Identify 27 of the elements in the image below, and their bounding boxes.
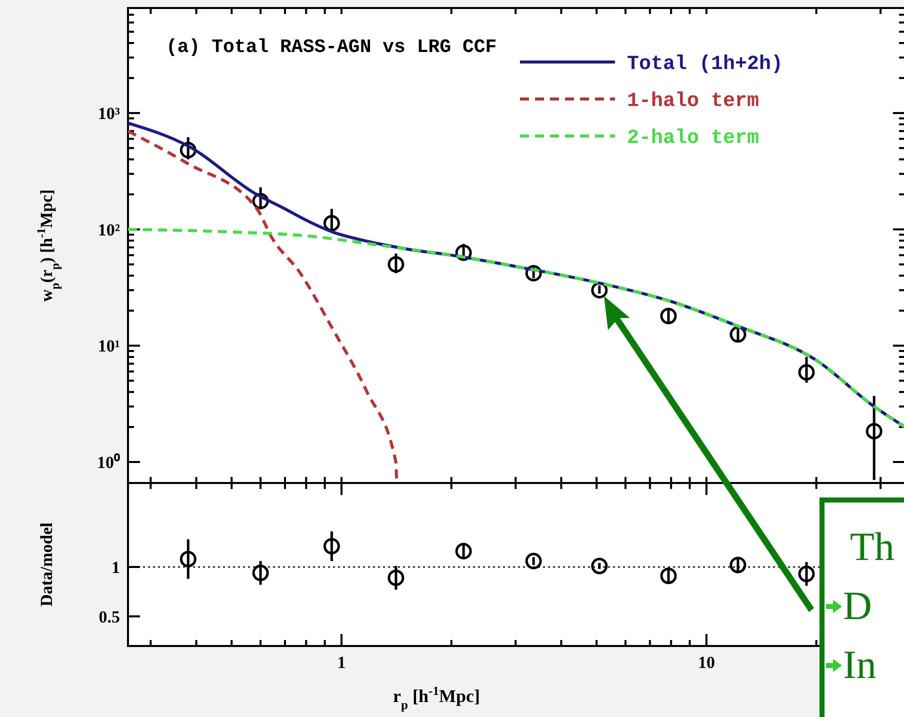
point [660,568,677,584]
point [660,308,677,324]
y-tick-label: 10¹ [98,336,120,356]
x-tick-label: 10 [698,653,715,672]
y-tick-label: 10² [98,220,120,240]
point [455,542,472,560]
point [730,556,746,574]
y-tick-label: 1 [112,558,120,577]
annotation: Th [850,524,894,569]
annotation: D [843,583,872,628]
legend-label: Total (1h+2h) [627,53,784,76]
annotation: In [843,642,876,687]
point [866,422,882,440]
point [388,570,404,586]
y-tick-label: 10³ [98,104,120,124]
point [798,364,815,381]
legend-label: 2-halo term [627,127,760,150]
point [252,564,269,582]
x-axis-title: r$_{p}$ [h$^{-1}$Mpc] [392,684,480,712]
point [525,552,542,570]
y-axis-title: Data/model [37,522,56,607]
legend-label: 1-halo term [627,90,760,113]
text: (a) Total RASS-AGN vs LRG CCF [166,36,497,58]
point [798,566,815,582]
y-tick-label: 10⁰ [97,453,120,472]
y-tick-label: 0.5 [98,607,120,626]
point [388,256,404,273]
